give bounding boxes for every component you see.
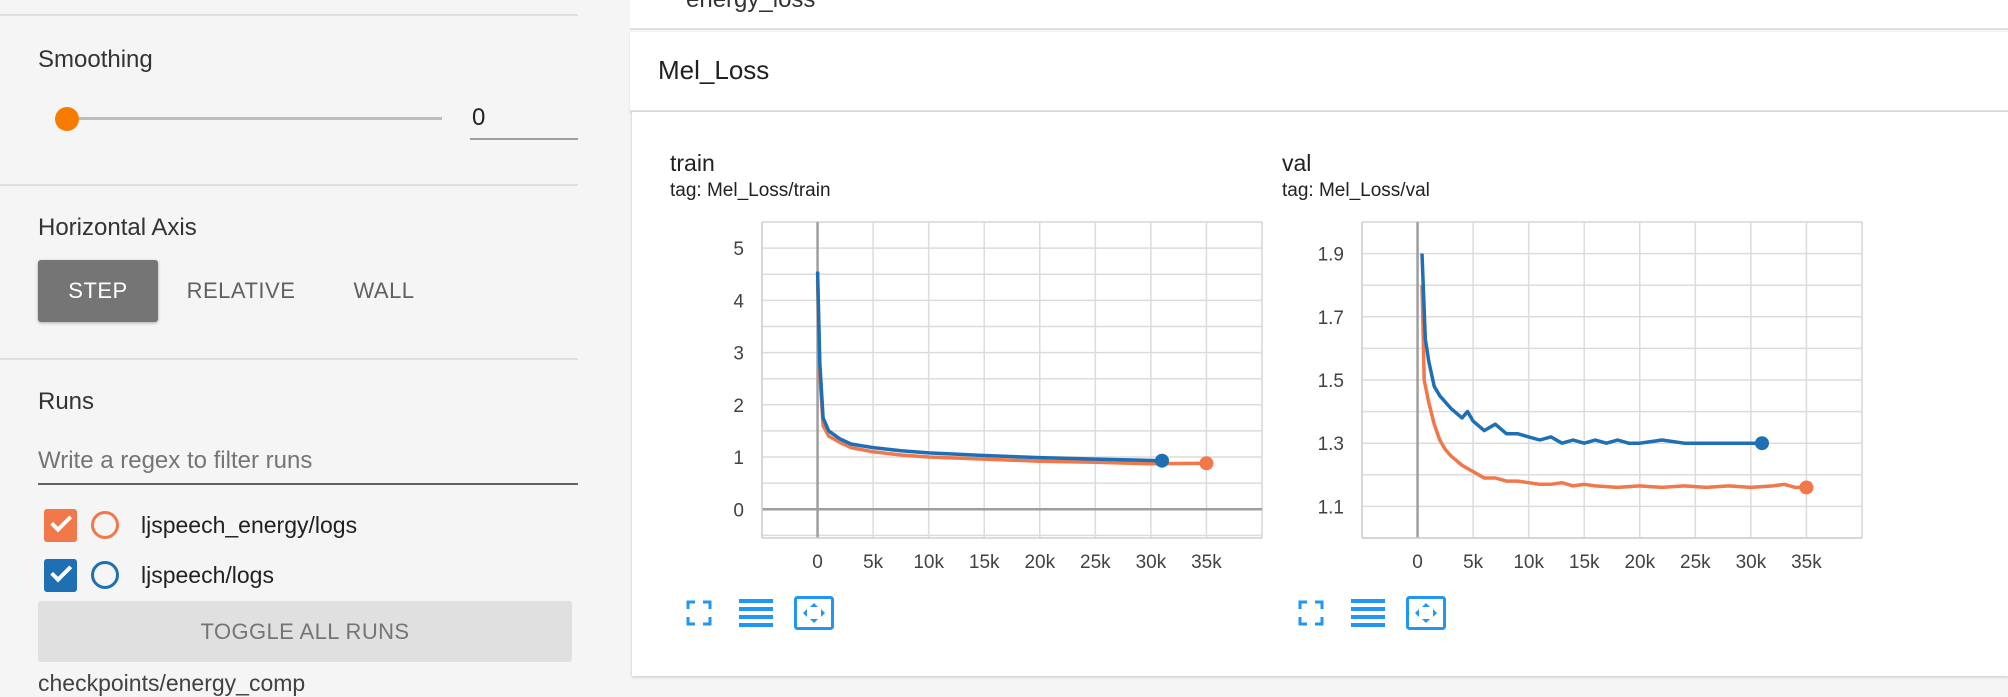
y-tick-label: 2 bbox=[733, 396, 744, 417]
series-end-marker bbox=[1755, 436, 1769, 451]
chart-tag: tag: Mel_Loss/train bbox=[670, 180, 831, 201]
x-tick-label: 20k bbox=[1024, 552, 1055, 573]
x-tick-label: 10k bbox=[913, 552, 944, 573]
x-tick-label: 35k bbox=[1791, 552, 1822, 573]
run-item-label[interactable]: checkpoints/energy_comp bbox=[38, 670, 306, 696]
fullscreen-icon bbox=[686, 600, 712, 626]
divider bbox=[0, 14, 578, 16]
fit-domain-button[interactable] bbox=[793, 595, 835, 631]
run-color-circle[interactable] bbox=[91, 561, 119, 589]
series-end-marker bbox=[1155, 453, 1169, 468]
x-tick-label: 30k bbox=[1736, 552, 1767, 573]
x-tick-label: 5k bbox=[863, 552, 884, 573]
log-scale-icon bbox=[1351, 599, 1385, 627]
divider bbox=[0, 184, 578, 186]
y-tick-label: 4 bbox=[733, 291, 744, 312]
toggle-all-runs-button[interactable]: TOGGLE ALL RUNS bbox=[38, 601, 572, 662]
fit-domain-icon bbox=[794, 596, 834, 630]
x-tick-label: 0 bbox=[812, 552, 823, 573]
run-filter-input[interactable]: Write a regex to filter runs bbox=[38, 443, 578, 485]
group-title: Mel_Loss bbox=[658, 55, 770, 85]
run-item[interactable]: ljspeech_energy/logs bbox=[44, 508, 357, 542]
x-tick-label: 5k bbox=[1463, 552, 1484, 573]
x-tick-label: 0 bbox=[1412, 552, 1423, 573]
series-line bbox=[1420, 253, 1762, 445]
runs-label: Runs bbox=[38, 388, 95, 415]
axis-step-button[interactable]: STEP bbox=[38, 260, 158, 322]
x-tick-label: 20k bbox=[1624, 552, 1655, 573]
fit-domain-icon bbox=[1406, 596, 1446, 630]
divider bbox=[0, 358, 578, 360]
fullscreen-button[interactable] bbox=[678, 595, 720, 631]
run-item[interactable]: ljspeech/logs bbox=[44, 558, 274, 592]
val-chart[interactable]: 0 5k 10k 15k 20k 25k 30k 35k 1.1 1.3 1.5 1.7 1.9 bbox=[1300, 210, 1880, 590]
fit-domain-button[interactable] bbox=[1405, 595, 1447, 631]
fullscreen-icon bbox=[1298, 600, 1324, 626]
x-tick-label: 10k bbox=[1513, 552, 1544, 573]
x-tick-label: 15k bbox=[1569, 552, 1600, 573]
group-header[interactable] bbox=[630, 32, 2008, 112]
x-tick-label: 25k bbox=[1080, 552, 1111, 573]
run-checkbox[interactable] bbox=[44, 558, 77, 592]
previous-card-title: energy_loss bbox=[686, 0, 815, 14]
horizontal-axis-label: Horizontal Axis bbox=[38, 214, 197, 241]
y-tick-label: 3 bbox=[733, 344, 744, 365]
run-label: ljspeech_energy/logs bbox=[141, 511, 358, 538]
x-tick-label: 35k bbox=[1191, 552, 1222, 573]
chart-title: train bbox=[670, 150, 715, 176]
series-line bbox=[1420, 285, 1807, 490]
x-tick-label: 15k bbox=[969, 552, 1000, 573]
y-tick-label: 1.3 bbox=[1318, 434, 1344, 455]
axis-wall-button[interactable]: WALL bbox=[353, 278, 415, 303]
fullscreen-button[interactable] bbox=[1290, 595, 1332, 631]
sidebar: Smoothing 0 Horizontal Axis STEP RELATIV… bbox=[0, 0, 580, 696]
log-scale-icon bbox=[739, 599, 773, 627]
chart-tag: tag: Mel_Loss/val bbox=[1282, 180, 1430, 201]
y-tick-label: 1.5 bbox=[1318, 371, 1344, 392]
log-scale-button[interactable] bbox=[735, 595, 777, 631]
x-tick-label: 25k bbox=[1680, 552, 1711, 573]
series-end-marker bbox=[1799, 480, 1814, 495]
y-tick-label: 5 bbox=[733, 239, 744, 260]
check-icon bbox=[50, 560, 73, 583]
check-icon bbox=[50, 510, 73, 533]
run-label: ljspeech/logs bbox=[141, 561, 274, 588]
x-tick-label: 30k bbox=[1136, 552, 1167, 573]
smoothing-slider-thumb[interactable] bbox=[55, 107, 79, 131]
y-tick-label: 1.1 bbox=[1318, 497, 1344, 518]
y-tick-label: 1.9 bbox=[1318, 245, 1344, 266]
run-color-circle[interactable] bbox=[91, 511, 119, 539]
series-line bbox=[815, 271, 1163, 463]
previous-card bbox=[630, 0, 2008, 30]
chart-title: val bbox=[1282, 150, 1312, 176]
series-line bbox=[815, 279, 1207, 466]
y-tick-label: 1.7 bbox=[1318, 308, 1344, 329]
chart-card bbox=[632, 112, 2008, 676]
train-chart[interactable]: 0 5k 10k 15k 20k 25k 30k 35k 0 1 2 3 4 5 bbox=[700, 210, 1280, 590]
smoothing-slider-track[interactable] bbox=[66, 117, 442, 120]
series-end-marker bbox=[1199, 456, 1214, 471]
y-tick-label: 0 bbox=[733, 500, 744, 521]
log-scale-button[interactable] bbox=[1347, 595, 1389, 631]
y-tick-label: 1 bbox=[733, 448, 744, 469]
axis-relative-button[interactable]: RELATIVE bbox=[186, 278, 296, 303]
smoothing-value-input[interactable]: 0 bbox=[470, 100, 578, 140]
smoothing-label: Smoothing bbox=[38, 46, 153, 73]
run-checkbox[interactable] bbox=[44, 508, 77, 542]
